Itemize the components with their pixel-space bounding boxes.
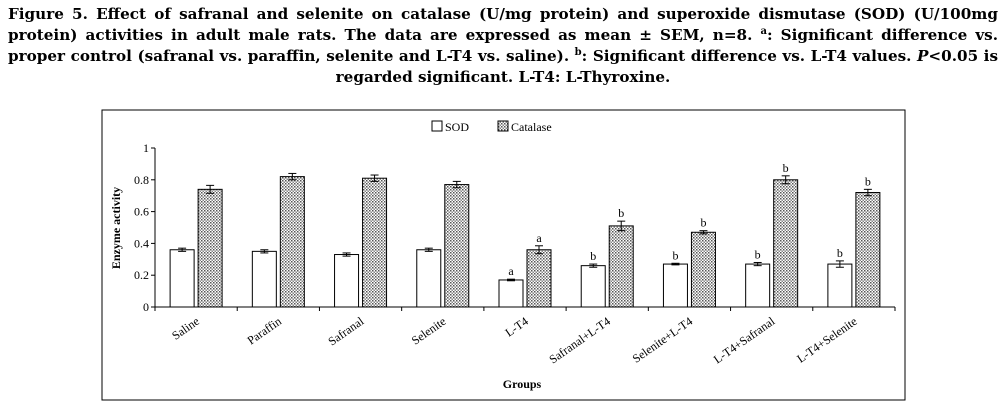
catalase-bar (197, 188, 223, 308)
y-tick-label: 1 (143, 141, 149, 155)
category-label: L-T4 (502, 314, 530, 340)
significance-label: b (837, 246, 843, 260)
caption-mark-b: b (574, 46, 582, 58)
category-labels: Saline Paraffin Safranal Selenite L-T4 Safran… (169, 314, 859, 367)
sod-legend-swatch (431, 120, 443, 132)
sod-bar (827, 263, 853, 308)
y-tick-label: 0.8 (134, 173, 149, 187)
sod-bar (251, 250, 277, 308)
significance-label: b (755, 247, 761, 261)
significance-label: a (536, 231, 542, 245)
catalase-bar (362, 177, 388, 308)
y-tick-label: 0.2 (134, 268, 149, 282)
chart-legend: SOD Catalase (431, 120, 552, 134)
significance-label: b (783, 161, 789, 175)
category-label: L-T4+Selenite (794, 314, 859, 366)
catalase-bar (608, 225, 634, 308)
significance-label: a (508, 264, 514, 278)
significance-label: b (618, 206, 624, 220)
y-tick-label: 0.6 (134, 205, 149, 219)
catalase-bar (773, 179, 799, 308)
caption-p-italic: P (917, 47, 929, 65)
catalase-legend-swatch (497, 120, 509, 132)
caption-part-b: : Significant difference vs. L-T4 values… (581, 47, 917, 65)
chart-bars: a a b b b b b b b b (169, 161, 881, 308)
sod-bar (169, 249, 195, 308)
sod-bar (662, 263, 688, 308)
category-label: Safranal+L-T4 (546, 314, 613, 366)
significance-label: b (865, 174, 871, 188)
figure-caption: Figure 5. Effect of safranal and selenit… (8, 4, 998, 88)
category-label: Safranal (325, 314, 366, 349)
category-label: L-T4+Safranal (711, 314, 778, 367)
sod-bar (745, 263, 771, 308)
catalase-bar (526, 249, 552, 308)
x-axis-title: Groups (503, 377, 542, 391)
chart-axes: 0 0.2 0.4 0.6 0.8 1 (134, 141, 896, 314)
catalase-bar (690, 231, 716, 308)
catalase-bar (279, 176, 305, 308)
significance-label: b (672, 248, 678, 262)
catalase-legend-label: Catalase (511, 120, 552, 134)
caption-tail: <0.05 is regarded significant. L-T4: L-T… (335, 47, 998, 86)
y-tick-label: 0 (143, 300, 149, 314)
category-label: Saline (169, 314, 202, 343)
sod-bar (334, 254, 360, 308)
significance-label: b (590, 249, 596, 263)
sod-bar (580, 265, 606, 308)
significance-label: b (700, 216, 706, 230)
y-axis-title: Enzyme activity (109, 187, 123, 269)
category-label: Selenite+L-T4 (630, 314, 695, 366)
sod-bar (498, 279, 524, 308)
y-tick-label: 0.4 (134, 236, 149, 250)
chart-frame (101, 109, 906, 401)
caption-part-a: : Significant difference vs. proper cont… (8, 26, 998, 65)
category-label: Selenite (409, 314, 449, 348)
sod-legend-label: SOD (445, 120, 469, 134)
caption-mark-a: a (760, 25, 767, 37)
catalase-bar (855, 192, 881, 308)
catalase-bar (444, 184, 470, 308)
caption-lead: Figure 5. Effect of safranal and selenit… (8, 5, 998, 44)
category-label: Paraffin (245, 314, 285, 348)
sod-bar (416, 249, 442, 308)
